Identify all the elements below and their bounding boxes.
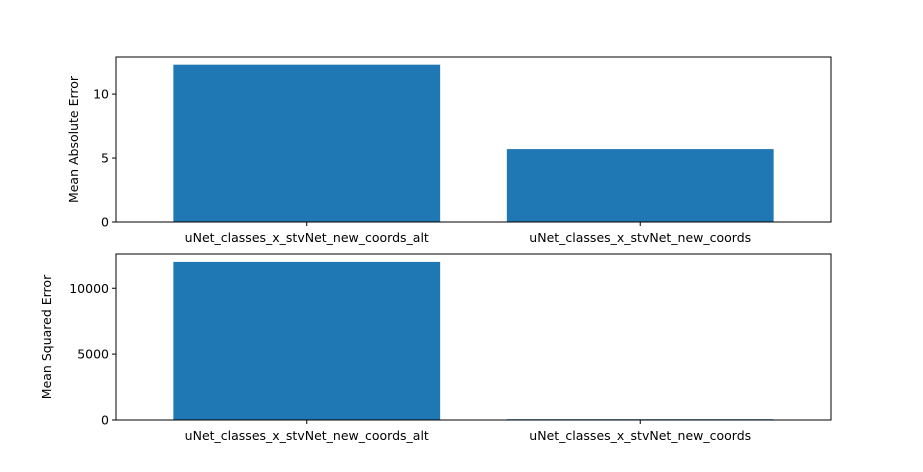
mae-chart: 0 5 10 uNet_classes_x_stvNet_new_coords_alt…	[66, 56, 832, 245]
mae-bar-2	[506, 149, 774, 222]
mse-ytick-label-0: 0	[101, 413, 109, 428]
mae-xtick-label-0: uNet_classes_x_stvNet_new_coords_alt	[185, 230, 429, 245]
mae-bar-1	[173, 64, 441, 223]
mse-ytick-label-1: 5000	[77, 347, 109, 362]
mae-xtick-label-1: uNet_classes_x_stvNet_new_coords	[529, 230, 751, 245]
mae-ylabel: Mean Absolute Error	[66, 75, 81, 203]
mae-axes-frame	[115, 56, 832, 223]
mse-xtick-label-0: uNet_classes_x_stvNet_new_coords_alt	[185, 428, 429, 443]
mse-axes-frame	[115, 253, 832, 421]
mae-ytick-label-0: 0	[101, 215, 109, 230]
mae-ytick-label-2: 10	[93, 87, 109, 102]
mse-ytick-label-2: 10000	[69, 281, 109, 296]
mse-bar-1	[173, 261, 441, 420]
mse-xtick-label-1: uNet_classes_x_stvNet_new_coords	[529, 428, 751, 443]
mse-ylabel: Mean Squared Error	[39, 274, 54, 399]
mae-ytick-label-1: 5	[101, 151, 109, 166]
mse-chart: 0 5000 10000 uNet_classes_x_stvNet_new_coor…	[39, 253, 832, 443]
